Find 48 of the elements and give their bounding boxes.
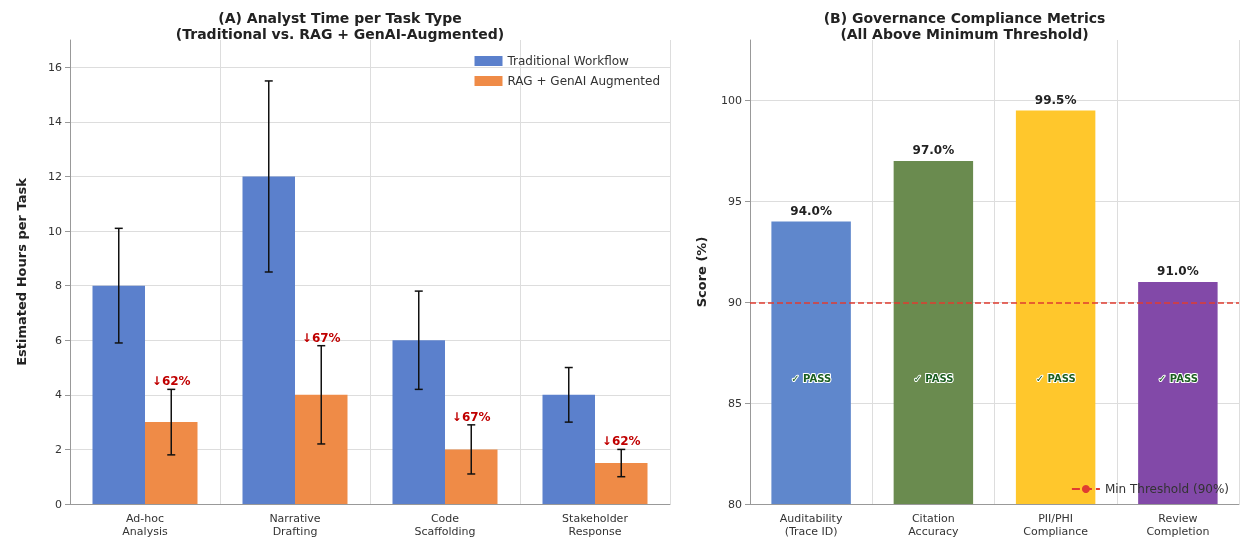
annotation: ✓ PASS: [1157, 373, 1198, 385]
annotation: ✓ PASS: [791, 373, 832, 385]
bar: [242, 176, 295, 504]
x-tick-label: Code Scaffolding: [414, 512, 476, 538]
bar: [145, 422, 198, 504]
y-tick-label: 12: [48, 169, 62, 183]
y-tick-label: 95: [728, 194, 742, 208]
bar: [392, 340, 445, 504]
x-tick-label: Narrative Drafting: [269, 512, 321, 538]
x-tick-label: Ad-hoc Analysis: [122, 512, 168, 538]
bar: [595, 463, 648, 504]
x-tick-label: Review Completion: [1146, 512, 1210, 538]
y-tick-label: 0: [55, 497, 62, 511]
annotation: ↓67%: [301, 330, 341, 345]
data-label: 99.5%: [1034, 92, 1077, 107]
y-tick-label: 2: [55, 442, 62, 456]
y-tick-label: 100: [721, 94, 742, 108]
annotation: ✓ PASS: [913, 373, 954, 385]
chart-title: (B) Governance Compliance Metrics (All Above Minimum Threshold): [823, 10, 1106, 42]
x-tick-label: PII/PHI Compliance: [1023, 512, 1089, 538]
y-tick-label: 80: [728, 497, 742, 511]
data-label: 94.0%: [790, 203, 832, 218]
y-tick-label: 85: [728, 396, 742, 410]
bar: [445, 449, 498, 504]
y-tick-label: 14: [48, 115, 62, 129]
chart-title: (A) Analyst Time per Task Type (Traditional vs. RAG + GenAI-Augmented): [175, 10, 505, 42]
y-tick-label: 90: [728, 295, 742, 309]
data-label: 91.0%: [1157, 264, 1199, 279]
y-tick-label: 4: [55, 388, 62, 402]
y-axis-title: Score (%): [694, 236, 709, 308]
bar: [542, 394, 595, 504]
y-axis-title: Estimated Hours per Task: [14, 177, 29, 366]
y-tick-label: 10: [48, 224, 62, 238]
y-tick-label: 16: [48, 60, 62, 74]
legend-label: RAG + GenAI Augmented: [507, 74, 660, 88]
annotation: ↓62%: [151, 374, 191, 389]
x-tick-label: Citation Accuracy: [908, 512, 959, 538]
x-tick-label: Stakeholder Response: [562, 512, 629, 538]
y-tick-label: 6: [55, 333, 62, 347]
legend-label: Traditional Workflow: [506, 54, 630, 68]
bar: [92, 285, 145, 504]
annotation: ✓ PASS: [1035, 373, 1076, 385]
bar: [295, 394, 348, 504]
y-tick-label: 8: [55, 279, 62, 293]
annotation: ↓62%: [601, 434, 641, 449]
data-label: 97.0%: [912, 143, 955, 158]
annotation: ↓67%: [451, 409, 491, 424]
x-tick-label: Auditability (Trace ID): [779, 512, 843, 538]
